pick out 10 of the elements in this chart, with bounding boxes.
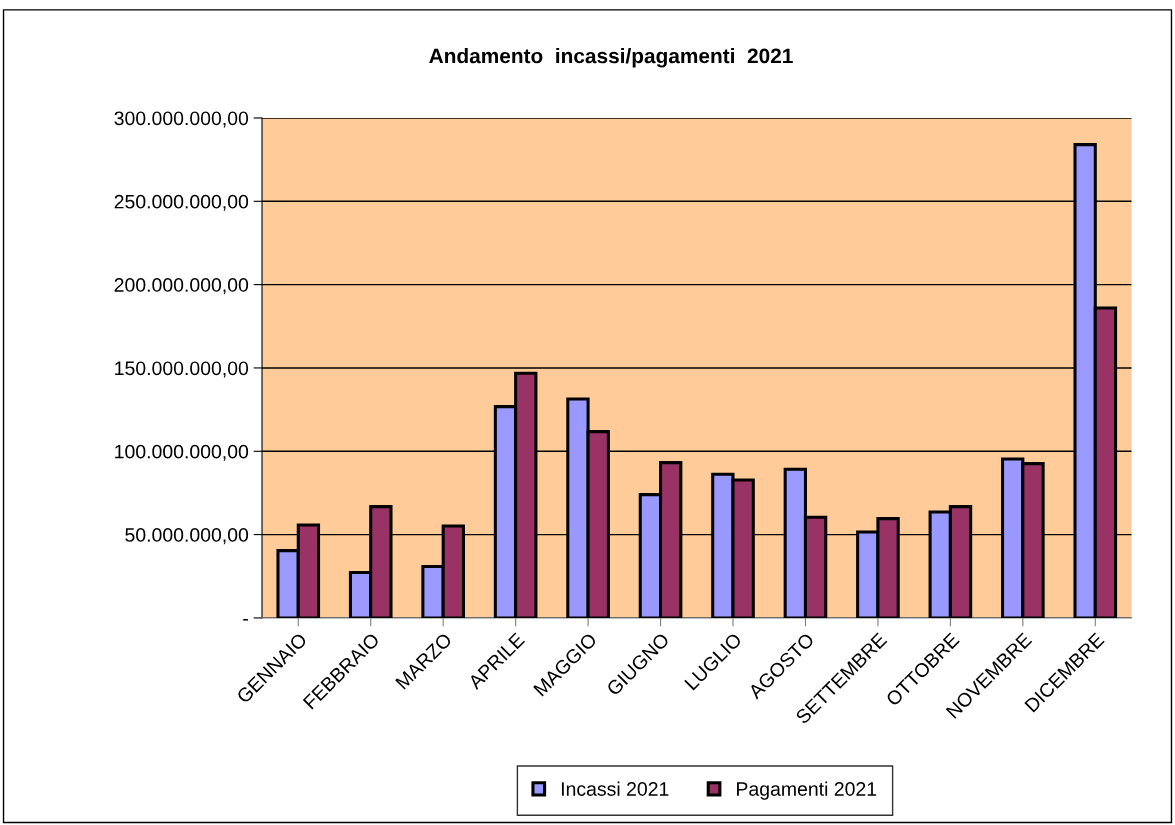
legend-label: Incassi 2021 bbox=[561, 781, 669, 796]
y-tick-label: - bbox=[243, 619, 248, 621]
legend-label: Pagamenti 2021 bbox=[737, 781, 877, 800]
y-tick-label: 200.000.000,00 bbox=[114, 278, 249, 295]
y-tick-label: 100.000.000,00 bbox=[115, 444, 249, 461]
y-tick-label: 150.000.000,00 bbox=[115, 361, 249, 378]
y-tick-label: 250.000.000,00 bbox=[114, 194, 249, 211]
y-tick-label: 50.000.000,00 bbox=[125, 528, 249, 545]
chart-title: Andamento incassi/pagamenti 2021 bbox=[429, 47, 793, 68]
y-tick-label: 300.000.000,00 bbox=[114, 111, 249, 128]
